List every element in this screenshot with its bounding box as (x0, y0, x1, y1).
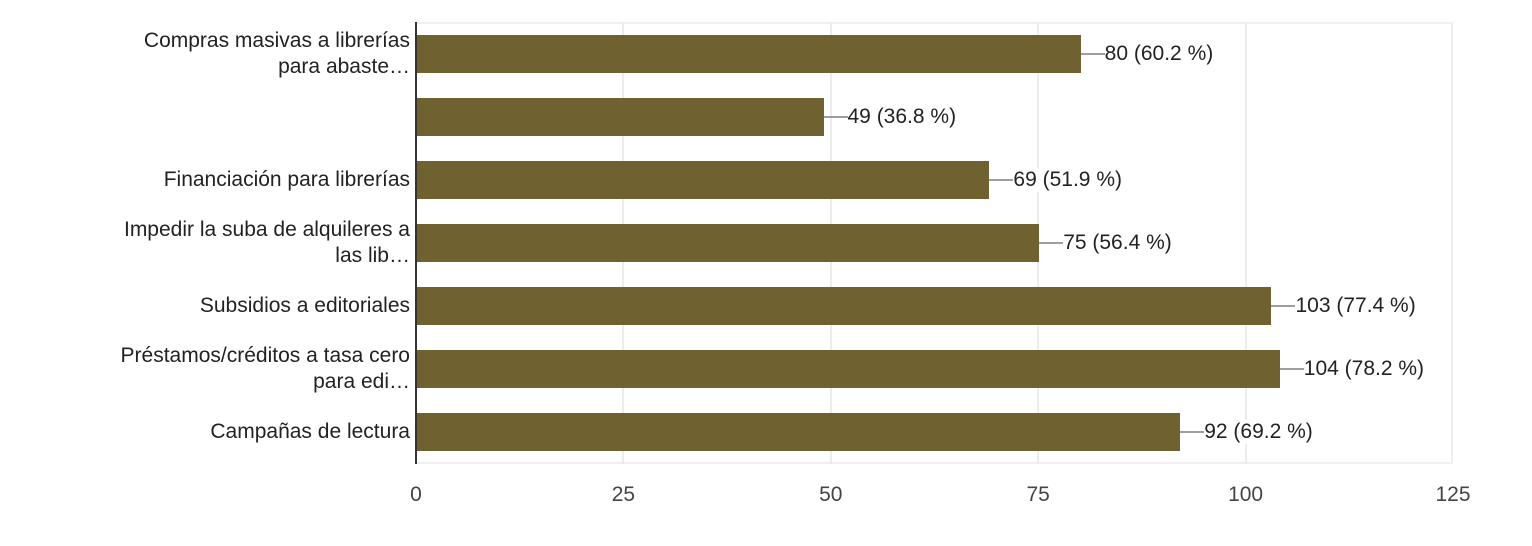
category-label-line: Impedir la suba de alquileres a (123, 218, 410, 241)
category-label: Préstamos/créditos a tasa cero para edi… (121, 343, 410, 395)
bar[interactable] (417, 413, 1181, 451)
data-label-leader (1180, 431, 1205, 433)
data-label-leader (1080, 53, 1105, 55)
bar[interactable] (417, 35, 1081, 73)
bar[interactable] (417, 98, 824, 136)
x-tick-label: 25 (611, 483, 636, 506)
category-label: Subsidios a editoriales (200, 293, 410, 319)
data-label-leader (1039, 242, 1064, 244)
data-label: 69 (51.9 %) (1013, 168, 1124, 192)
category-label-line: Campañas de lectura (210, 420, 410, 443)
data-label-leader (1271, 305, 1296, 307)
y-axis-line (415, 22, 417, 464)
bar[interactable] (417, 287, 1272, 325)
category-label-line: para edi… (313, 370, 410, 393)
data-label-leader (1279, 368, 1304, 370)
bar[interactable] (417, 350, 1280, 388)
x-tick-label: 75 (1026, 483, 1050, 506)
x-tick-label: 50 (819, 483, 843, 506)
category-label: Impedir la suba de alquileres a las lib… (124, 217, 410, 269)
category-label-line: Subsidios a editoriales (199, 294, 410, 317)
bar[interactable] (417, 161, 990, 199)
category-label-line: Compras masivas a librerías (143, 29, 410, 52)
category-label-line: Préstamos/créditos a tasa cero (120, 344, 410, 367)
data-label: 80 (60.2 %) (1104, 42, 1216, 66)
data-label: 92 (69.2 %) (1204, 420, 1315, 444)
data-label: 75 (56.4 %) (1063, 231, 1174, 255)
data-label: 49 (36.8 %) (847, 105, 959, 129)
x-tick-label: 100 (1228, 483, 1264, 506)
data-label-leader (989, 179, 1014, 181)
category-label: Compras masivas a librerías para abaste… (144, 28, 410, 80)
category-label-line: las lib… (335, 244, 410, 267)
bar[interactable] (417, 224, 1040, 262)
category-label: Financiación para librerías (164, 167, 410, 193)
x-tick-label: 125 (1435, 483, 1471, 506)
data-label: 104 (78.2 %) (1303, 357, 1427, 381)
category-label-line: para abaste… (278, 55, 410, 78)
category-label: Campañas de lectura (210, 419, 410, 445)
category-label-line: Financiación para librerías (163, 168, 410, 191)
data-label-leader (823, 116, 848, 118)
data-label: 103 (77.4 %) (1295, 294, 1418, 318)
gridline (1244, 22, 1247, 464)
plot-area (416, 22, 1453, 464)
x-tick-label: 0 (410, 483, 422, 506)
